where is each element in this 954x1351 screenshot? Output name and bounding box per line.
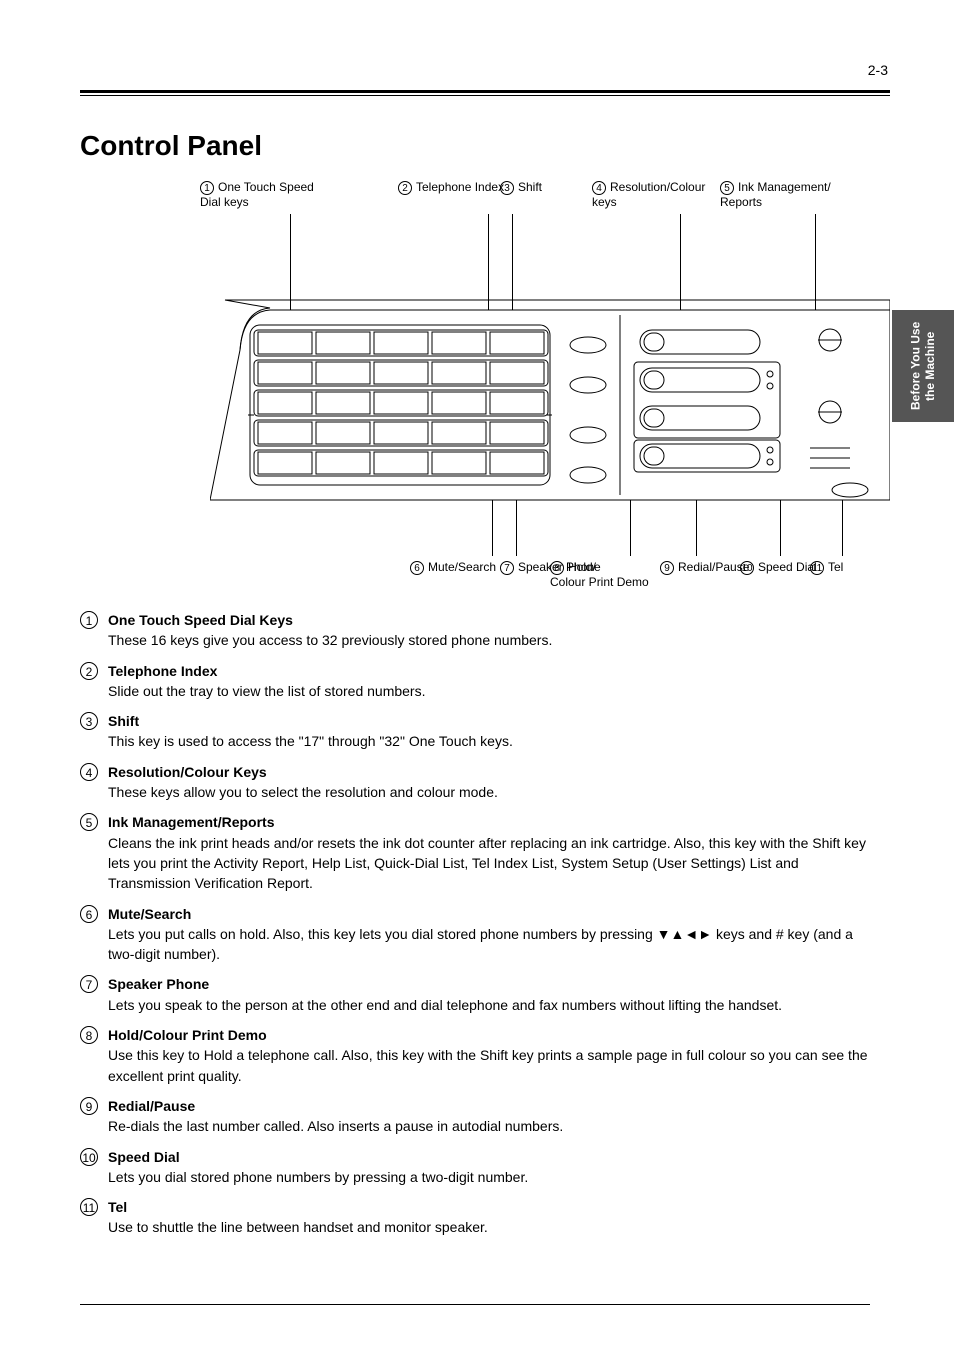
callout-number: 3 [500, 181, 514, 195]
callout-number: 8 [550, 561, 564, 575]
item-name: Shift [108, 713, 139, 729]
item-name: Speaker Phone [108, 976, 209, 992]
item-4: 4 Resolution/Colour Keys These keys allow … [80, 762, 870, 803]
callout-label: Redial/Pause [678, 560, 749, 574]
item-9: 9 Redial/Pause Re-dials the last number ca… [80, 1096, 870, 1137]
item-number: 2 [80, 662, 98, 680]
item-number: 3 [80, 712, 98, 730]
item-11: 11 Tel Use to shuttle the line between han… [80, 1197, 870, 1238]
item-2: 2 Telephone Index Slide out the tray to vi… [80, 661, 870, 702]
panel-illustration [210, 290, 890, 520]
callout-label: Shift [518, 180, 542, 194]
callout-label: Tel [828, 560, 843, 574]
item-number: 8 [80, 1026, 98, 1044]
item-name: Hold/Colour Print Demo [108, 1027, 267, 1043]
item-7: 7 Speaker Phone Lets you speak to the pers… [80, 974, 870, 1015]
item-desc: Lets you dial stored phone numbers by pr… [108, 1167, 870, 1187]
item-desc: Slide out the tray to view the list of s… [108, 681, 870, 701]
side-tab-label: Before You Use the Machine [892, 310, 954, 422]
item-desc: Lets you speak to the person at the othe… [108, 995, 870, 1015]
item-6: 6 Mute/Search Lets you put calls on hold. … [80, 904, 870, 965]
control-panel-diagram: 1One Touch Speed Dial keys 2 Telephone Ind… [80, 180, 890, 600]
callout-label: One Touch Speed Dial keys [200, 180, 314, 209]
item-number: 7 [80, 975, 98, 993]
section-title: Control Panel [80, 130, 262, 162]
item-desc: These keys allow you to select the resol… [108, 782, 870, 802]
item-number: 9 [80, 1097, 98, 1115]
callout-label: Hold/ Colour Print Demo [550, 560, 649, 589]
footer [80, 1304, 870, 1311]
item-number: 5 [80, 813, 98, 831]
callout-5: 5Ink Management/ Reports [720, 180, 860, 210]
item-name: Mute/Search [108, 906, 191, 922]
item-name: Resolution/Colour Keys [108, 764, 267, 780]
callout-4: 4Resolution/Colour keys [592, 180, 732, 210]
item-desc: Use to shuttle the line between handset … [108, 1217, 870, 1237]
item-desc: Lets you put calls on hold. Also, this k… [108, 924, 870, 965]
item-name: Ink Management/Reports [108, 814, 274, 830]
callout-label: Speed Dial [758, 560, 817, 574]
item-name: One Touch Speed Dial Keys [108, 612, 293, 628]
item-desc: Cleans the ink print heads and/or resets… [108, 833, 870, 894]
callout-number: 10 [740, 561, 754, 575]
item-3: 3 Shift This key is used to access the "17… [80, 711, 870, 752]
item-8: 8 Hold/Colour Print Demo Use this key to H… [80, 1025, 870, 1086]
item-name: Tel [108, 1199, 127, 1215]
item-10: 10 Speed Dial Lets you dial stored phone n… [80, 1147, 870, 1188]
item-number: 10 [80, 1148, 98, 1166]
callout-number: 2 [398, 181, 412, 195]
callout-label: Ink Management/ Reports [720, 180, 831, 209]
item-name: Speed Dial [108, 1149, 180, 1165]
callout-11: 11 Tel [810, 560, 950, 575]
side-tab: Before You Use the Machine [892, 310, 954, 422]
callout-1: 1One Touch Speed Dial keys [200, 180, 340, 210]
item-1: 1 One Touch Speed Dial Keys These 16 keys … [80, 610, 870, 651]
callout-number: 5 [720, 181, 734, 195]
callout-number: 9 [660, 561, 674, 575]
callout-number: 4 [592, 181, 606, 195]
item-number: 4 [80, 763, 98, 781]
page-number: 2-3 [868, 62, 888, 78]
item-desc: Re-dials the last number called. Also in… [108, 1116, 870, 1136]
item-desc: These 16 keys give you access to 32 prev… [108, 630, 870, 650]
callout-number: 7 [500, 561, 514, 575]
item-number: 6 [80, 905, 98, 923]
item-name: Telephone Index [108, 663, 217, 679]
item-5: 5 Ink Management/Reports Cleans the ink pr… [80, 812, 870, 893]
item-number: 1 [80, 611, 98, 629]
callout-number: 11 [810, 561, 824, 575]
callout-number: 1 [200, 181, 214, 195]
item-desc: This key is used to access the "17" thro… [108, 731, 870, 751]
item-desc: Use this key to Hold a telephone call. A… [108, 1045, 870, 1086]
callout-label: Mute/Search [428, 560, 496, 574]
item-list: 1 One Touch Speed Dial Keys These 16 keys … [80, 610, 870, 1248]
item-name: Redial/Pause [108, 1098, 195, 1114]
callout-label: Telephone Index [416, 180, 504, 194]
callout-number: 6 [410, 561, 424, 575]
top-rule [80, 90, 890, 96]
item-number: 11 [80, 1198, 98, 1216]
callout-label: Resolution/Colour keys [592, 180, 705, 209]
